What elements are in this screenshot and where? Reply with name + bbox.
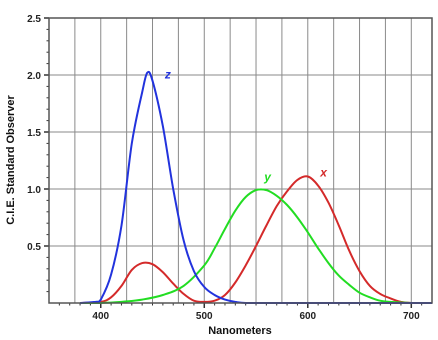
y-tick-label: 1.5 bbox=[27, 128, 41, 139]
series-group bbox=[80, 70, 432, 305]
y-axis-title: C.I.E. Standard Observer bbox=[5, 94, 17, 224]
x-tick-label: 600 bbox=[299, 311, 316, 322]
plot-frame bbox=[48, 17, 433, 304]
series-line-x bbox=[80, 175, 432, 304]
y-tick-label: 2.0 bbox=[27, 71, 41, 82]
y-axis-ticks: 0.5 1.0 1.5 2.0 2.5 bbox=[27, 14, 49, 293]
y-tick-label: 1.0 bbox=[27, 185, 41, 196]
x-axis-ticks: 400 500 600 700 bbox=[58, 303, 423, 322]
series-label-x: x bbox=[319, 165, 328, 179]
series-label-y: y bbox=[263, 170, 272, 184]
y-tick-label: 2.5 bbox=[27, 14, 41, 25]
series-label-z: z bbox=[164, 67, 171, 81]
series-labels: z y x bbox=[164, 67, 328, 184]
y-tick-label: 0.5 bbox=[27, 242, 41, 253]
x-tick-label: 700 bbox=[403, 311, 420, 322]
x-tick-label: 500 bbox=[196, 311, 213, 322]
series-line-y bbox=[80, 188, 432, 304]
plot-area bbox=[49, 18, 432, 303]
x-tick-label: 400 bbox=[92, 311, 109, 322]
x-axis-title: Nanometers bbox=[208, 325, 272, 337]
grid bbox=[49, 18, 432, 303]
series-line-z bbox=[80, 70, 432, 305]
